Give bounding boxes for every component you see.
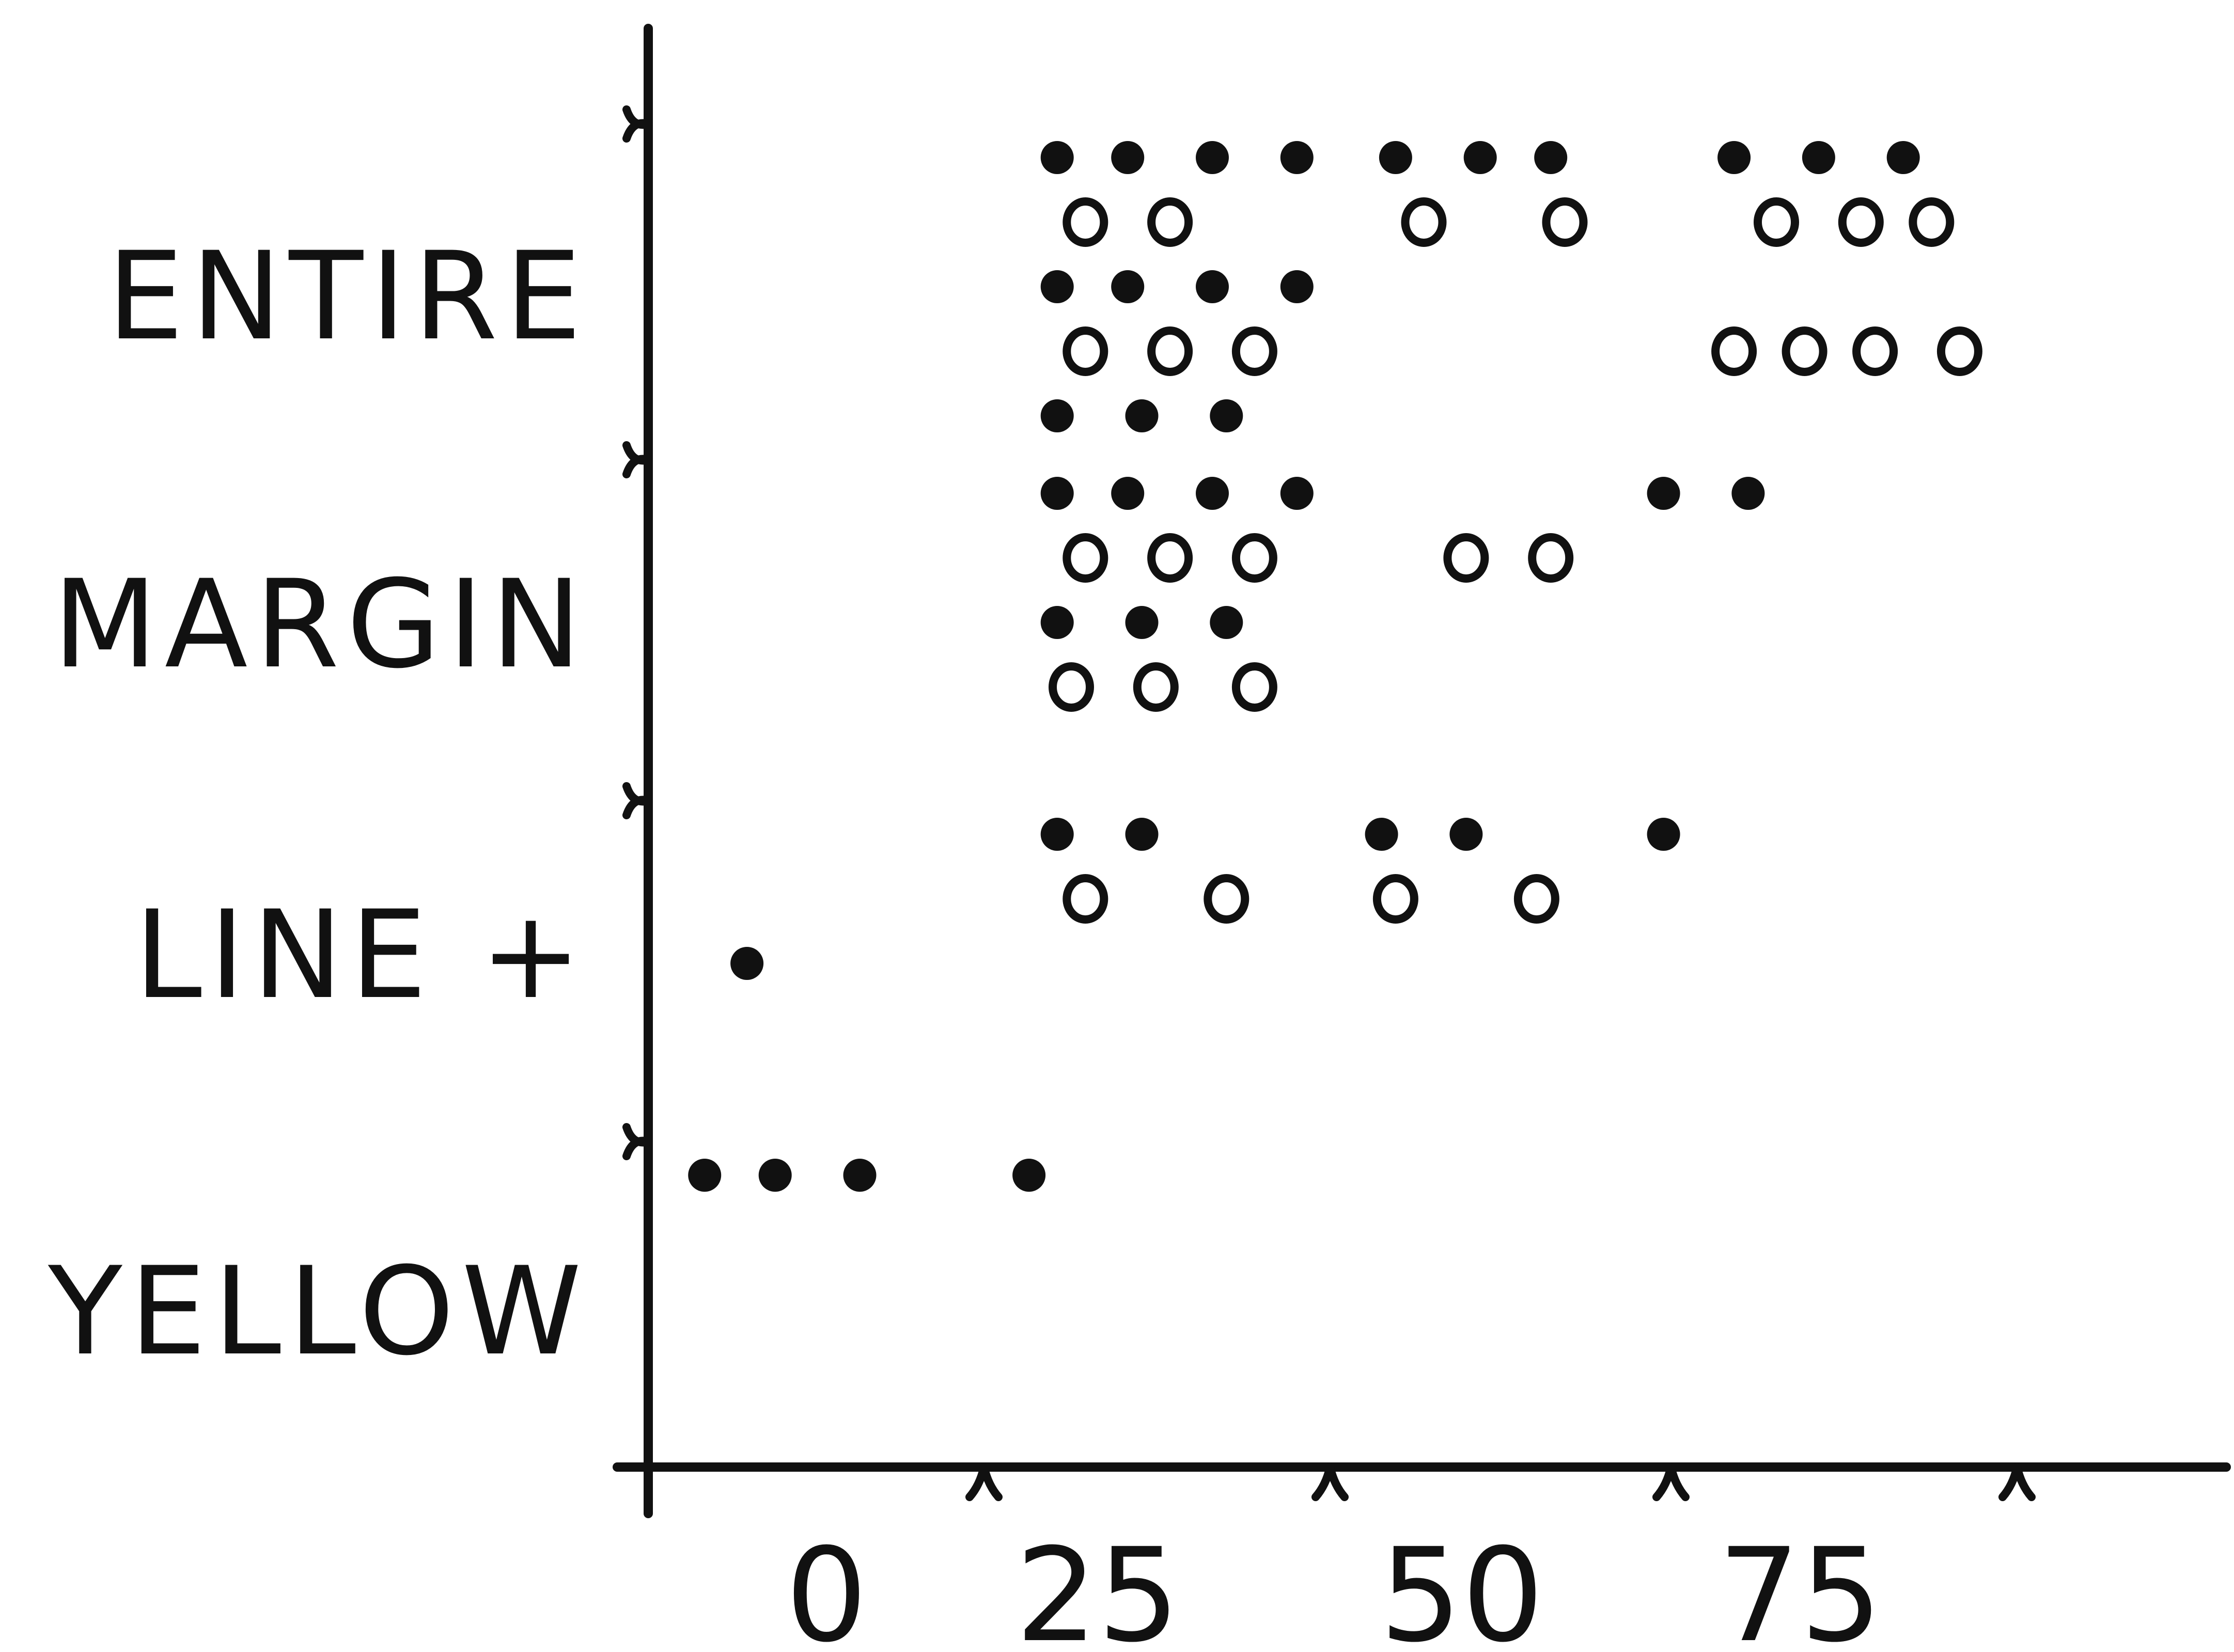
x-tick-label: 0 bbox=[785, 1520, 867, 1652]
category-label: ENTIRE bbox=[107, 226, 589, 367]
filled-point bbox=[1379, 141, 1412, 174]
filled-point bbox=[1802, 141, 1835, 174]
open-point bbox=[1852, 326, 1898, 376]
y-axis-separator-tick bbox=[622, 441, 652, 478]
category-label: LINE + bbox=[134, 885, 589, 1026]
filled-point bbox=[1647, 818, 1680, 851]
filled-point bbox=[1111, 141, 1145, 174]
category-labels: ENTIRE MARGIN LINE + YELLOW bbox=[48, 226, 589, 1382]
filled-point bbox=[1196, 477, 1229, 510]
x-tick-label: 25 bbox=[1016, 1520, 1180, 1652]
open-point bbox=[1528, 533, 1574, 583]
open-point bbox=[1133, 662, 1179, 712]
x-axis-tick bbox=[1652, 1463, 1690, 1501]
filled-point bbox=[1886, 141, 1920, 174]
open-point bbox=[1401, 197, 1447, 247]
filled-point bbox=[1534, 141, 1568, 174]
open-point bbox=[1936, 326, 1982, 376]
open-point bbox=[1909, 197, 1955, 247]
filled-point bbox=[1731, 477, 1765, 510]
data-points bbox=[688, 141, 1982, 1192]
filled-point bbox=[1040, 606, 1074, 639]
filled-point bbox=[1111, 477, 1145, 510]
open-point bbox=[1063, 533, 1108, 583]
x-axis-tick bbox=[965, 1463, 1003, 1501]
open-point bbox=[1147, 533, 1193, 583]
x-axis-tick bbox=[1998, 1463, 2036, 1501]
y-axis-separator-tick bbox=[622, 782, 652, 819]
open-point bbox=[1231, 326, 1277, 376]
filled-point bbox=[1210, 606, 1243, 639]
filled-point bbox=[1449, 818, 1483, 851]
open-point bbox=[1782, 326, 1827, 376]
filled-point bbox=[758, 1159, 792, 1192]
filled-point bbox=[1040, 141, 1074, 174]
open-point bbox=[1204, 874, 1249, 924]
filled-point bbox=[1040, 477, 1074, 510]
open-point bbox=[1063, 874, 1108, 924]
open-point bbox=[1063, 326, 1108, 376]
x-tick-label: 50 bbox=[1380, 1520, 1544, 1652]
open-point bbox=[1063, 197, 1108, 247]
category-label: YELLOW bbox=[48, 1241, 589, 1382]
open-point bbox=[1542, 197, 1588, 247]
x-tick-label: 75 bbox=[1718, 1520, 1882, 1652]
filled-point bbox=[1125, 818, 1159, 851]
category-label: MARGIN bbox=[53, 554, 589, 695]
filled-point bbox=[1125, 606, 1159, 639]
filled-point bbox=[1647, 477, 1680, 510]
y-axis-separator-tick bbox=[622, 105, 652, 143]
open-point bbox=[1513, 874, 1559, 924]
y-axis-separator-tick bbox=[622, 1123, 652, 1160]
open-point bbox=[1711, 326, 1757, 376]
open-point bbox=[1147, 197, 1193, 247]
filled-point bbox=[730, 947, 764, 980]
filled-point bbox=[1125, 399, 1159, 432]
filled-point bbox=[1280, 477, 1314, 510]
filled-point bbox=[1280, 270, 1314, 303]
filled-point bbox=[1012, 1159, 1046, 1192]
x-tick-labels: 0 25 50 75 bbox=[785, 1520, 1882, 1652]
filled-point bbox=[1196, 270, 1229, 303]
open-point bbox=[1231, 662, 1277, 712]
open-point bbox=[1231, 533, 1277, 583]
open-point bbox=[1372, 874, 1418, 924]
filled-point bbox=[1040, 399, 1074, 432]
filled-point bbox=[1210, 399, 1243, 432]
open-point bbox=[1049, 662, 1094, 712]
filled-point bbox=[1040, 818, 1074, 851]
x-axis-tick bbox=[1311, 1463, 1349, 1501]
filled-point bbox=[843, 1159, 877, 1192]
filled-point bbox=[688, 1159, 722, 1192]
open-point bbox=[1147, 326, 1193, 376]
filled-point bbox=[1040, 270, 1074, 303]
filled-point bbox=[1365, 818, 1398, 851]
open-point bbox=[1754, 197, 1799, 247]
open-point bbox=[1443, 533, 1489, 583]
filled-point bbox=[1717, 141, 1751, 174]
filled-point bbox=[1463, 141, 1497, 174]
filled-point bbox=[1111, 270, 1145, 303]
open-point bbox=[1838, 197, 1884, 247]
axes bbox=[613, 24, 2231, 1518]
filled-point bbox=[1196, 141, 1229, 174]
filled-point bbox=[1280, 141, 1314, 174]
